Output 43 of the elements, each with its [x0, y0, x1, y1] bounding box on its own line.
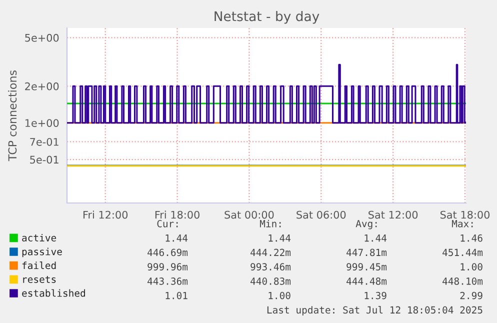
text: 444.48m [346, 278, 387, 285]
y-tick-label: 5e+00 [25, 34, 59, 42]
text: 1.44 [364, 234, 387, 242]
x-tick-label: Sat 06:00 [296, 210, 346, 219]
text: 999.45m [346, 263, 387, 270]
legend-label: passive [22, 248, 62, 258]
text: Avg: [356, 220, 377, 230]
legend-label: resets [23, 276, 56, 283]
text: 447.81m [346, 248, 387, 256]
text: 999.96m [148, 263, 188, 270]
text: Min: [260, 220, 281, 228]
y-tick-label: 5e-01 [30, 156, 58, 164]
x-tick-label: Fri 18:00 [155, 210, 200, 219]
text: 448.10m [442, 278, 483, 285]
text: Last update: Sat Jul 12 18:05:04 2025 [267, 306, 482, 316]
text: 993.46m [250, 263, 291, 270]
text: Cur: [157, 220, 178, 228]
text: 1.46 [460, 234, 482, 242]
legend-label: active [22, 234, 56, 242]
y-axis-title: TCP connections [8, 70, 17, 162]
text: 446.69m [148, 248, 188, 256]
text: Max: [452, 220, 473, 228]
x-tick-label: Sat 00:00 [224, 210, 274, 219]
text: 1.44 [166, 234, 188, 242]
text: 2.99 [460, 292, 482, 300]
text: 1.39 [364, 292, 386, 300]
x-tick-label: Fri 12:00 [84, 210, 128, 219]
text: 1.00 [268, 292, 290, 300]
text: 451.44m [442, 248, 483, 256]
text: 1.44 [268, 234, 291, 242]
x-tick-label: Sat 12:00 [368, 210, 418, 219]
y-tick-label: 7e-01 [30, 138, 58, 146]
x-tick-label: Sat 18:00 [440, 210, 490, 219]
text: 1.01 [166, 292, 188, 300]
text: 443.36m [148, 278, 188, 285]
text: 440.83m [250, 278, 291, 285]
y-tick-label: 2e+00 [25, 82, 59, 90]
text: 444.22m [250, 248, 291, 256]
text: 1.00 [460, 263, 482, 270]
legend-label: established [22, 289, 85, 297]
chart-title: Netstat - by day [214, 11, 320, 24]
legend-label: failed [22, 262, 56, 270]
y-tick-label: 1e+00 [25, 119, 59, 127]
